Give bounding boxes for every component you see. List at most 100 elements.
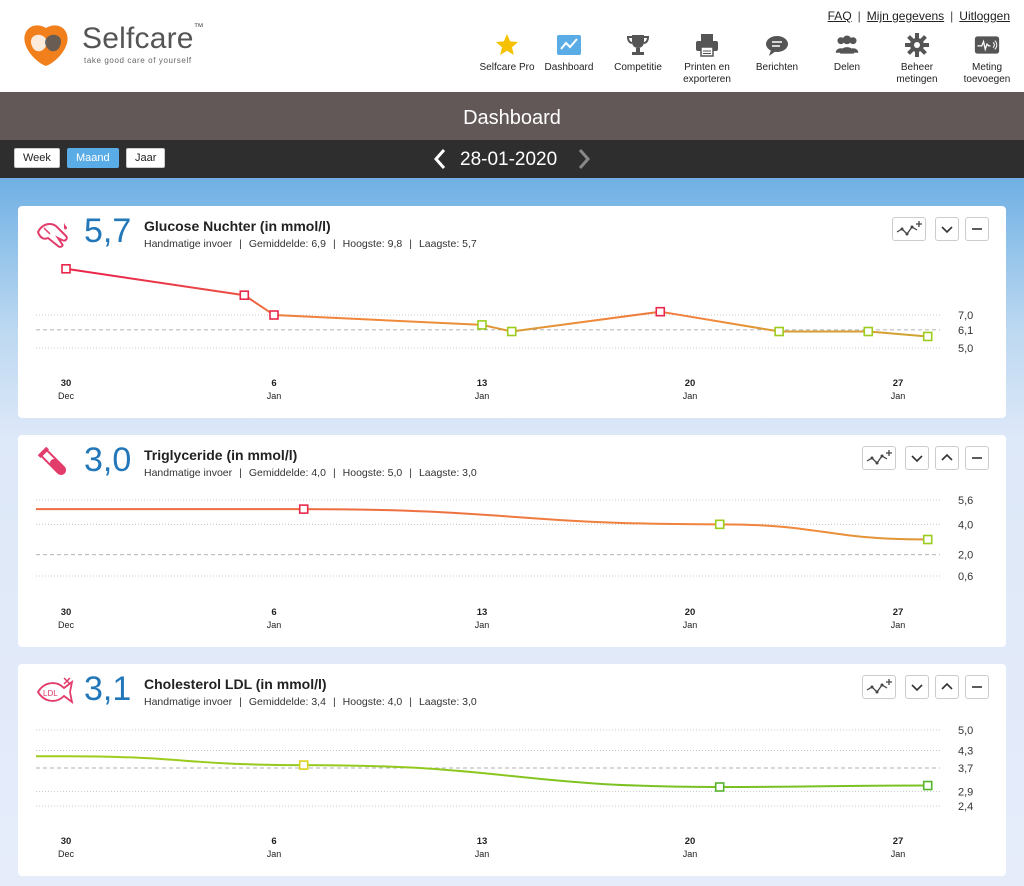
chevron-up-icon — [941, 453, 953, 461]
nav-label: Dashboard — [544, 62, 594, 73]
data-point — [298, 504, 309, 514]
chevron-down-icon — [911, 455, 923, 463]
move-down-button[interactable] — [905, 446, 929, 470]
x-tick-day: 27 — [893, 836, 904, 847]
current-date: 28-01-2020 — [460, 149, 558, 170]
move-up-button[interactable] — [935, 675, 959, 699]
x-tick-month: Dec — [58, 620, 75, 630]
add-measurement-button[interactable] — [862, 675, 896, 699]
nav-label-line2: metingen — [896, 74, 938, 85]
nav-selfcare-pro[interactable]: Selfcare Pro — [470, 32, 544, 74]
x-tick-day: 20 — [685, 607, 696, 618]
reference-label: 6,1 — [958, 325, 973, 337]
stat-max: Hoogste: 5,0 — [342, 467, 403, 479]
x-tick-month: Jan — [267, 849, 282, 859]
stat-average: Gemiddelde: 4,0 — [248, 467, 326, 479]
data-point — [714, 782, 725, 792]
x-tick-month: Jan — [891, 620, 906, 630]
collapse-button[interactable] — [965, 217, 989, 241]
x-tick-day: 30 — [61, 607, 72, 618]
selfcare-logo[interactable]: Selfcare™ take good care of yourself — [20, 22, 204, 70]
card-title: Cholesterol LDL (in mmol/l) — [144, 676, 327, 692]
top-links: FAQ | Mijn gegevens | Uitloggen — [827, 9, 1010, 23]
users-icon — [835, 35, 859, 54]
fish-ldl-icon: LDL — [36, 677, 74, 705]
chevron-right-icon[interactable] — [576, 148, 592, 170]
selfcare-logo-icon — [24, 25, 68, 66]
card-title: Triglyceride (in mmol/l) — [144, 447, 298, 463]
nav-berichten[interactable]: Berichten — [740, 32, 814, 74]
collapse-button[interactable] — [965, 675, 989, 699]
chat-icon — [766, 36, 788, 56]
chevron-down-icon — [911, 684, 923, 692]
brand-name: Selfcare™ — [82, 22, 204, 55]
data-point — [239, 290, 250, 300]
x-tick-day: 30 — [61, 378, 72, 389]
add-measurement-button[interactable] — [862, 446, 896, 470]
title-bar: Dashboard — [0, 92, 1024, 140]
nav-beheer-metingen[interactable]: Beheer metingen — [880, 32, 954, 86]
x-tick-month: Jan — [475, 620, 490, 630]
source: Handmatige invoer — [144, 238, 233, 250]
nav-delen[interactable]: Delen — [810, 32, 884, 74]
brand-tagline: take good care of yourself — [84, 56, 192, 65]
nav-label: Meting — [971, 62, 1002, 73]
nav-label-line2: exporteren — [683, 74, 731, 85]
nav-dashboard[interactable]: Dashboard — [532, 32, 606, 74]
gear-icon — [905, 33, 929, 57]
add-measurement-icon — [974, 36, 1000, 54]
data-point — [774, 326, 784, 337]
stat-min: Laagste: 3,0 — [418, 696, 477, 708]
reference-label: 0,6 — [958, 571, 973, 583]
series-line — [36, 508, 928, 541]
data-point — [655, 306, 666, 317]
data-point — [714, 519, 725, 530]
data-point — [269, 310, 279, 320]
period-year-button[interactable]: Jaar — [126, 148, 166, 168]
add-measurement-button[interactable] — [892, 217, 926, 241]
source: Handmatige invoer — [144, 696, 233, 708]
reference-label: 3,7 — [958, 763, 973, 775]
dashboard-main: 7,0 6,1 5,0 30 Dec 6 Jan 13 Jan 20 Jan 27 Jan 5,7 Gl… — [0, 178, 1024, 886]
x-tick-day: 13 — [477, 836, 488, 847]
x-tick-month: Jan — [891, 849, 906, 859]
measurement-card-triglyceride: 5,6 4,0 2,0 0,6 30 Dec 6 Jan 13 Jan 20 Jan 27 Jan 3,0… — [18, 435, 1006, 647]
nav-label: Beheer — [900, 62, 934, 73]
data-point — [922, 534, 933, 545]
nav-meting-toevoegen[interactable]: Meting toevoegen — [950, 32, 1024, 86]
collapse-button[interactable] — [965, 446, 989, 470]
chevron-up-icon — [941, 682, 953, 690]
fish-ldl-text: LDL — [43, 689, 58, 698]
x-tick-day: 6 — [271, 607, 276, 618]
card-stats: Handmatige invoer | Gemiddelde: 6,9 | Hoogst… — [144, 238, 477, 250]
series-line — [36, 755, 928, 789]
x-tick-day: 27 — [893, 607, 904, 618]
minus-icon — [972, 457, 982, 459]
logout-link[interactable]: Uitloggen — [959, 9, 1010, 23]
x-tick-day: 27 — [893, 378, 904, 389]
data-point — [922, 780, 933, 791]
my-details-link[interactable]: Mijn gegevens — [866, 9, 945, 23]
x-tick-month: Jan — [267, 620, 282, 630]
chart-plus-icon — [866, 679, 892, 694]
period-month-button[interactable]: Maand — [67, 148, 119, 168]
reference-label: 7,0 — [958, 310, 973, 322]
move-down-button[interactable] — [905, 675, 929, 699]
x-tick-month: Jan — [475, 849, 490, 859]
x-tick-month: Dec — [58, 391, 75, 401]
x-tick-month: Jan — [683, 620, 698, 630]
move-down-button[interactable] — [935, 217, 959, 241]
faq-link[interactable]: FAQ — [827, 9, 852, 23]
period-week-button[interactable]: Week — [14, 148, 60, 168]
x-tick-day: 13 — [477, 607, 488, 618]
card-stats: Handmatige invoer | Gemiddelde: 3,4 | Hoogst… — [144, 696, 477, 708]
data-point — [298, 760, 309, 770]
nav-label: Berichten — [755, 62, 799, 73]
x-tick-month: Jan — [891, 391, 906, 401]
move-up-button[interactable] — [935, 446, 959, 470]
nav-print-export[interactable]: Printen en exporteren — [670, 32, 744, 86]
triglyceride-chart: 5,6 4,0 2,0 0,6 30 Dec 6 Jan 13 Jan 20 Jan 27 Jan — [36, 495, 973, 630]
nav-label-line2: toevoegen — [963, 74, 1011, 85]
chevron-left-icon[interactable] — [432, 148, 448, 170]
nav-competitie[interactable]: Competitie — [601, 32, 675, 74]
